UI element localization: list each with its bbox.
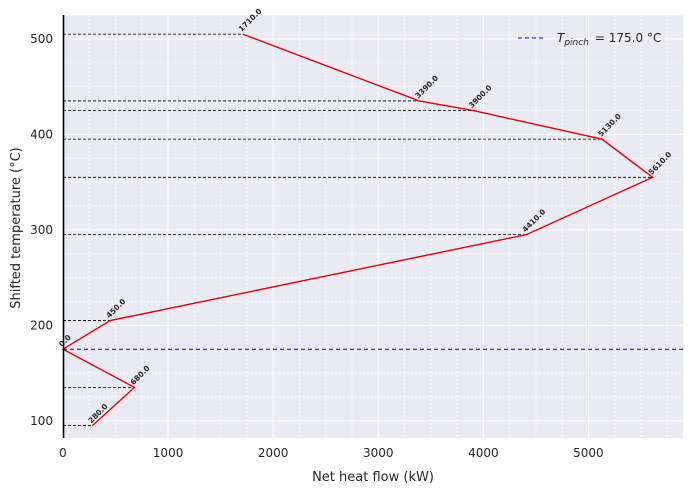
x-tick-label: 2000: [258, 446, 289, 460]
y-tick-label: 100: [30, 414, 53, 428]
legend-pinch-label: Tpinch = 175.0 °C: [557, 31, 661, 48]
plot-background: [63, 15, 683, 438]
x-tick-labels: 0 1000 2000 3000 4000 5000: [59, 446, 604, 460]
x-tick-label: 4000: [468, 446, 499, 460]
legend: Tpinch = 175.0 °C: [518, 31, 661, 48]
y-tick-label: 400: [30, 127, 53, 141]
y-axis-title: Shifted temperature (°C): [9, 147, 24, 309]
x-tick-label: 3000: [363, 446, 394, 460]
y-tick-label: 500: [30, 32, 53, 46]
x-tick-label: 0: [59, 446, 67, 460]
y-tick-label: 200: [30, 318, 53, 332]
temperature-guide-lines: [63, 33, 653, 426]
gcc-curve-line: [61, 33, 654, 427]
y-tick-labels: 100 200 300 400 500: [30, 32, 53, 428]
x-tick-label: 5000: [573, 446, 604, 460]
y-tick-label: 300: [30, 223, 53, 237]
x-axis-title: Net heat flow (kW): [312, 470, 434, 485]
x-tick-label: 1000: [153, 446, 184, 460]
